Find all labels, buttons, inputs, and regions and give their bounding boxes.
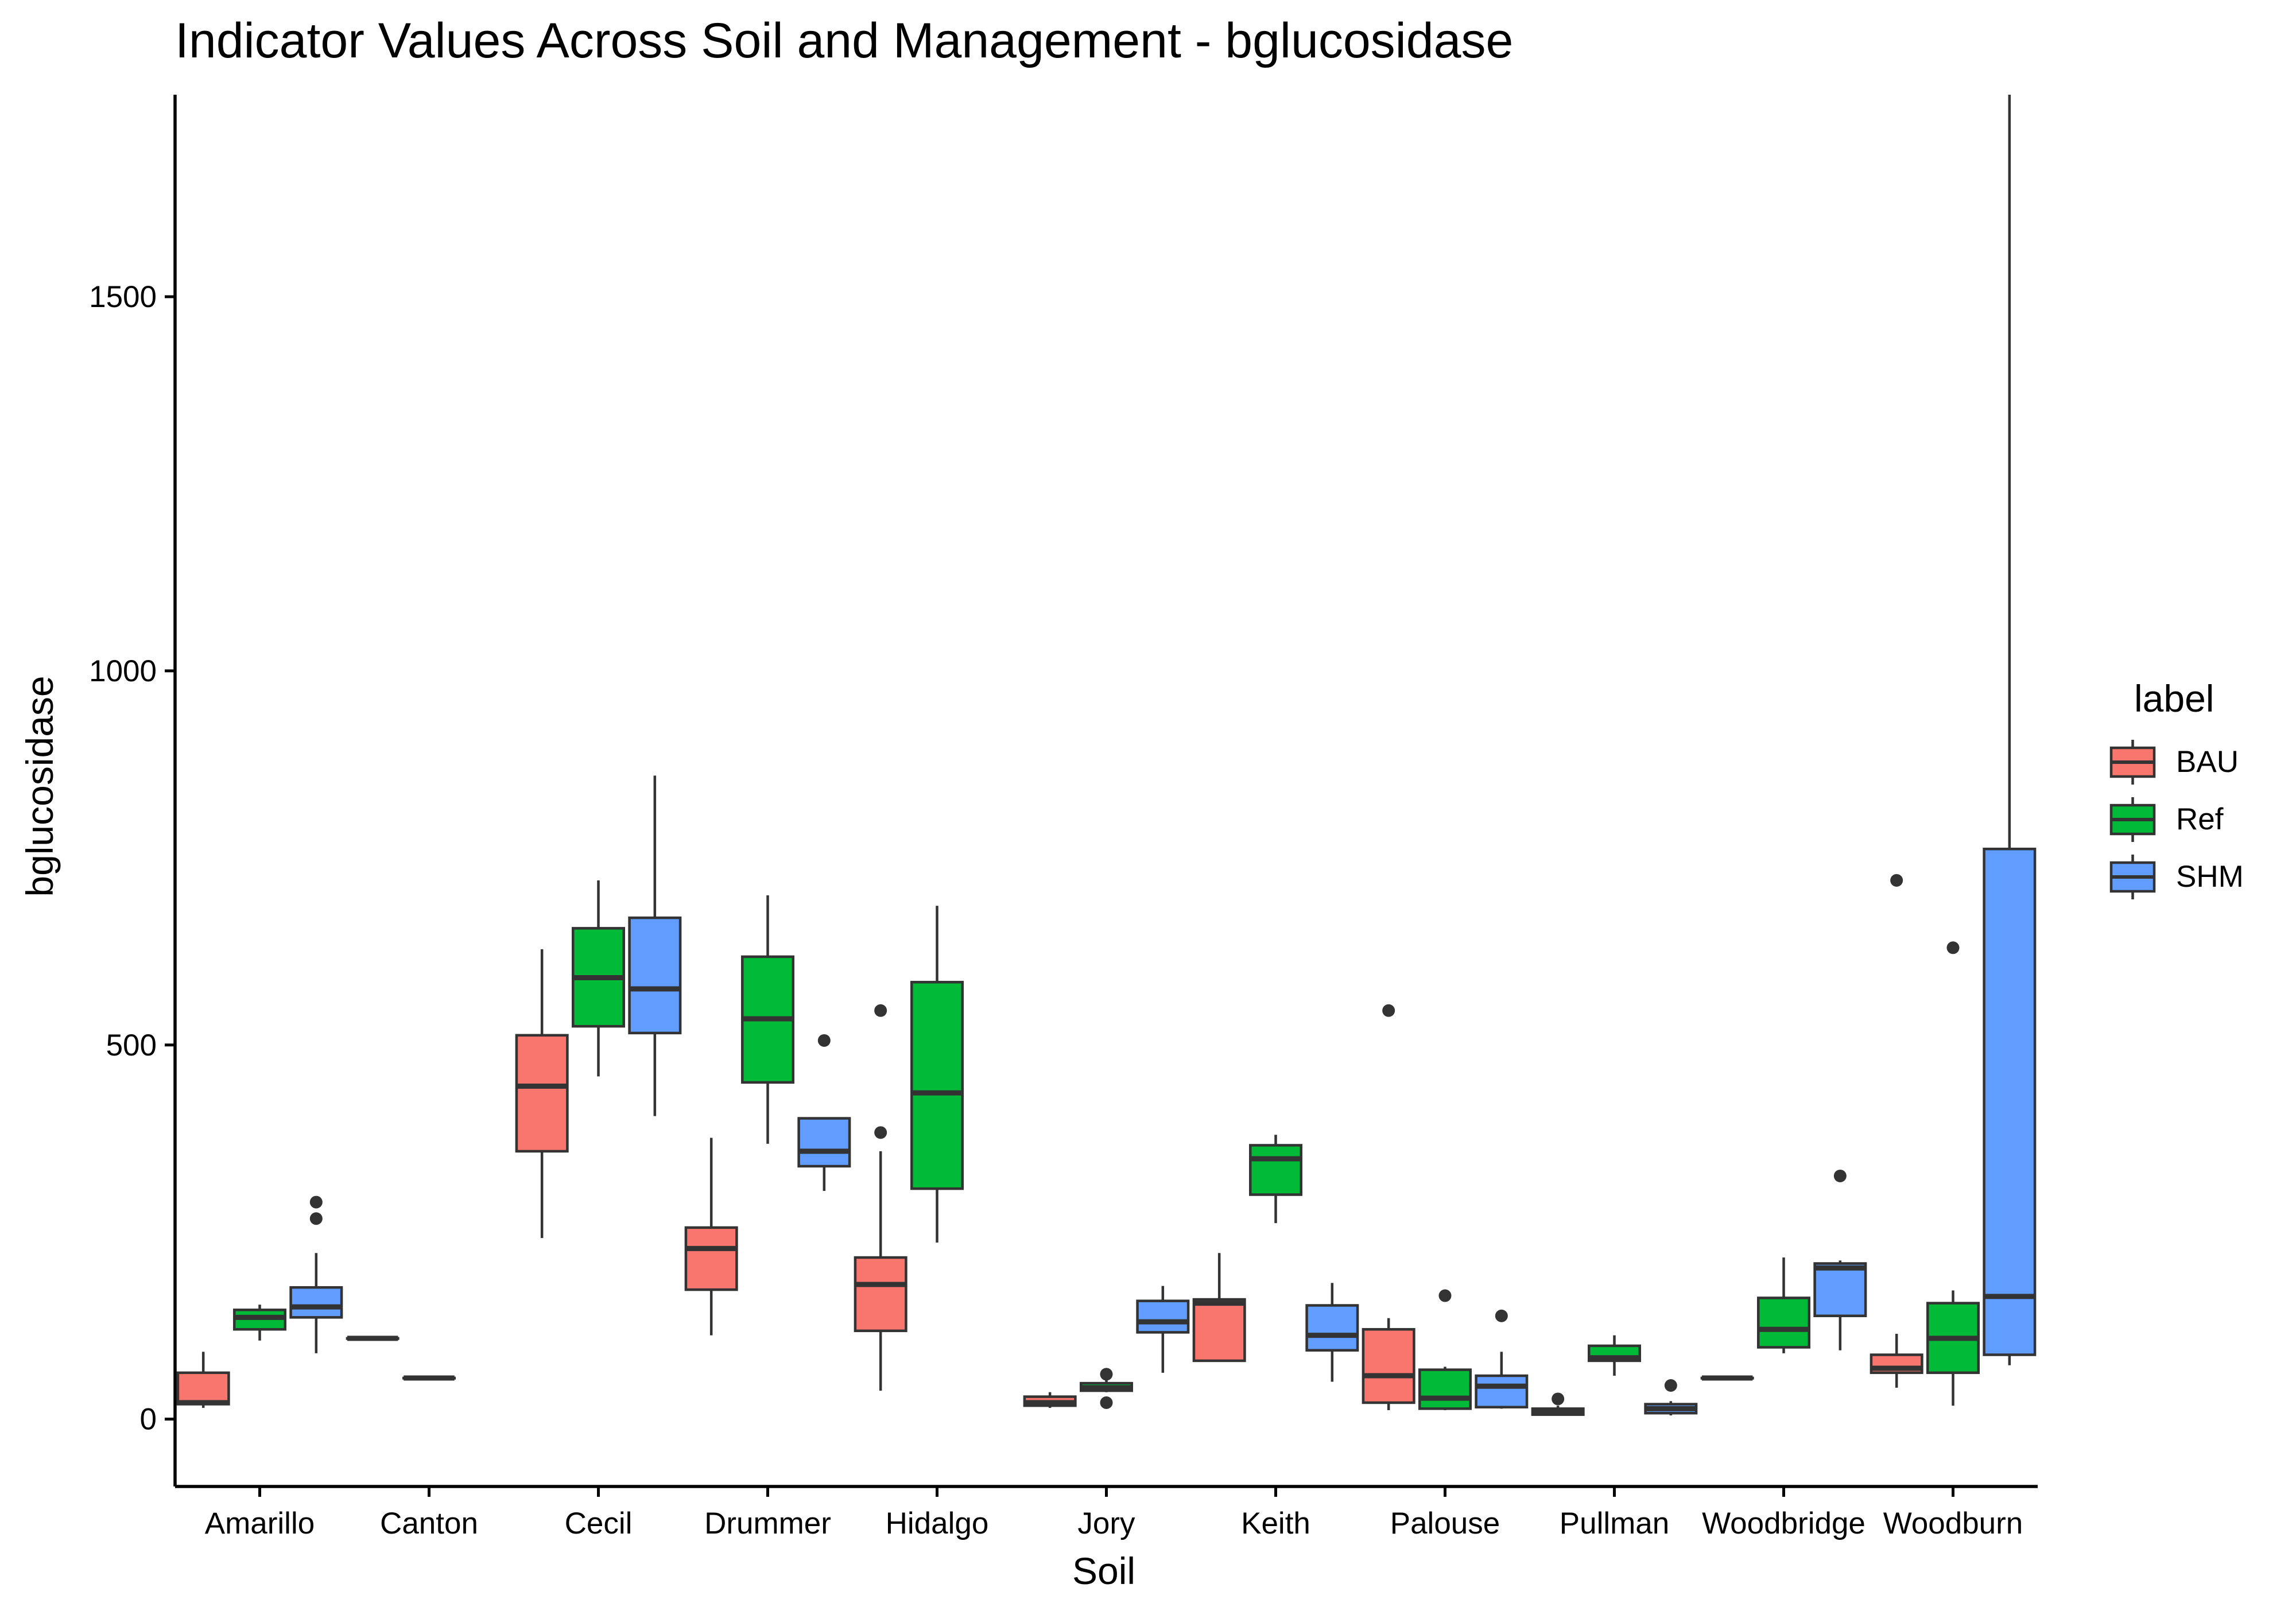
- x-tick-label: Drummer: [704, 1507, 831, 1540]
- box-Ref-Drummer: [741, 895, 794, 1144]
- x-tick-label: Jory: [1077, 1507, 1135, 1540]
- box-iqr: [1418, 1368, 1472, 1410]
- box-iqr: [854, 1256, 907, 1333]
- box-iqr: [1305, 1304, 1359, 1352]
- box-iqr: [515, 1034, 569, 1153]
- box-BAU-Cecil: [515, 949, 569, 1239]
- legend-label: Ref: [2176, 802, 2224, 836]
- box-BAU-Pullman: [1531, 1392, 1585, 1416]
- box-BAU-Woodbridge: [1700, 1375, 1754, 1381]
- box-Ref-Canton: [402, 1375, 456, 1381]
- outlier-point: [1438, 1289, 1452, 1302]
- box-Ref-Keith: [1249, 1135, 1302, 1224]
- box-iqr: [684, 1226, 738, 1291]
- box-iqr: [1136, 1299, 1190, 1334]
- box-BAU-Jory: [1023, 1392, 1077, 1408]
- box-SHM-Keith: [1305, 1283, 1359, 1382]
- box-BAU-Palouse: [1362, 1004, 1415, 1411]
- outlier-point: [309, 1212, 323, 1225]
- box-Ref-Jory: [1080, 1368, 1133, 1409]
- outlier-point: [1833, 1169, 1847, 1182]
- legend-label: BAU: [2176, 745, 2239, 779]
- x-tick-label: Woodbridge: [1702, 1507, 1865, 1540]
- x-tick-label: Cecil: [565, 1507, 633, 1540]
- box-iqr: [1983, 847, 2037, 1356]
- box-iqr: [1362, 1327, 1415, 1404]
- box-Ref-Woodburn: [1926, 941, 1980, 1406]
- outlier-point: [309, 1195, 323, 1209]
- box-SHM-Drummer: [797, 1034, 851, 1191]
- y-tick-label: 1000: [89, 654, 157, 688]
- box-iqr: [1249, 1144, 1302, 1196]
- box-iqr: [797, 1117, 851, 1168]
- x-axis-ticks: Amarillo Canton Cecil Drummer Hidalgo Jory Kei…: [205, 1486, 2023, 1540]
- box-BAU-Amarillo: [176, 1352, 230, 1408]
- x-axis-title: Soil: [1072, 1550, 1135, 1592]
- legend: label BAU Ref SHM: [2109, 677, 2244, 899]
- box-iqr: [1192, 1298, 1246, 1363]
- y-tick-label: 1500: [89, 280, 157, 314]
- legend-label: SHM: [2176, 860, 2244, 894]
- box-Ref-Pullman: [1588, 1335, 1641, 1376]
- box-Ref-Woodbridge: [1757, 1257, 1810, 1353]
- legend-item-SHM: SHM: [2109, 855, 2244, 899]
- x-tick-label: Keith: [1241, 1507, 1310, 1540]
- box-iqr: [1757, 1297, 1810, 1349]
- box-BAU-Keith: [1192, 1253, 1246, 1363]
- box-SHM-Pullman: [1644, 1379, 1698, 1416]
- legend-title: label: [2134, 677, 2214, 720]
- x-tick-label: Pullman: [1560, 1507, 1669, 1540]
- box-Ref-Hidalgo: [910, 906, 964, 1243]
- legend-items: BAU Ref SHM: [2109, 740, 2244, 899]
- x-tick-label: Palouse: [1390, 1507, 1500, 1540]
- legend-item-BAU: BAU: [2109, 740, 2239, 785]
- plot-area: [176, 95, 2037, 1416]
- chart-title: Indicator Values Across Soil and Managem…: [175, 13, 1513, 68]
- y-tick-label: 500: [106, 1028, 157, 1062]
- y-tick-label: 0: [140, 1403, 157, 1437]
- outlier-point: [817, 1034, 831, 1047]
- y-axis-title: bglucosidase: [18, 676, 61, 896]
- outlier-point: [1946, 941, 1960, 954]
- axes: [173, 95, 2038, 1488]
- y-axis-ticks: 0 500 1000 1500: [89, 280, 175, 1437]
- box-BAU-Canton: [346, 1336, 400, 1341]
- outlier-point: [1100, 1396, 1113, 1409]
- box-iqr: [1813, 1262, 1867, 1317]
- box-iqr: [628, 916, 682, 1035]
- box-Ref-Amarillo: [233, 1305, 286, 1341]
- box-SHM-Woodburn: [1983, 95, 2037, 1365]
- outlier-point: [874, 1126, 887, 1139]
- box-SHM-Amarillo: [289, 1195, 343, 1353]
- box-iqr: [1475, 1374, 1529, 1409]
- box-SHM-Jory: [1136, 1286, 1190, 1373]
- x-tick-label: Woodburn: [1883, 1507, 2023, 1540]
- x-tick-label: Hidalgo: [886, 1507, 989, 1540]
- x-tick-label: Amarillo: [205, 1507, 315, 1540]
- outlier-point: [1382, 1004, 1395, 1017]
- box-SHM-Cecil: [628, 775, 682, 1116]
- x-tick-label: Canton: [380, 1507, 478, 1540]
- box-BAU-Hidalgo: [854, 1004, 907, 1391]
- outlier-point: [1100, 1368, 1113, 1381]
- box-BAU-Drummer: [684, 1138, 738, 1336]
- box-SHM-Palouse: [1475, 1309, 1529, 1409]
- box-Ref-Cecil: [572, 880, 625, 1077]
- box-iqr: [289, 1286, 343, 1319]
- box-iqr: [910, 981, 964, 1190]
- outlier-point: [1552, 1392, 1565, 1406]
- box-iqr: [176, 1371, 230, 1406]
- box-Ref-Palouse: [1418, 1289, 1472, 1411]
- legend-item-Ref: Ref: [2109, 797, 2224, 842]
- outlier-point: [1890, 874, 1903, 887]
- box-SHM-Woodbridge: [1813, 1169, 1867, 1350]
- outlier-point: [1664, 1379, 1677, 1392]
- outlier-point: [1495, 1309, 1508, 1322]
- box-BAU-Woodburn: [1870, 874, 1923, 1388]
- outlier-point: [874, 1004, 887, 1017]
